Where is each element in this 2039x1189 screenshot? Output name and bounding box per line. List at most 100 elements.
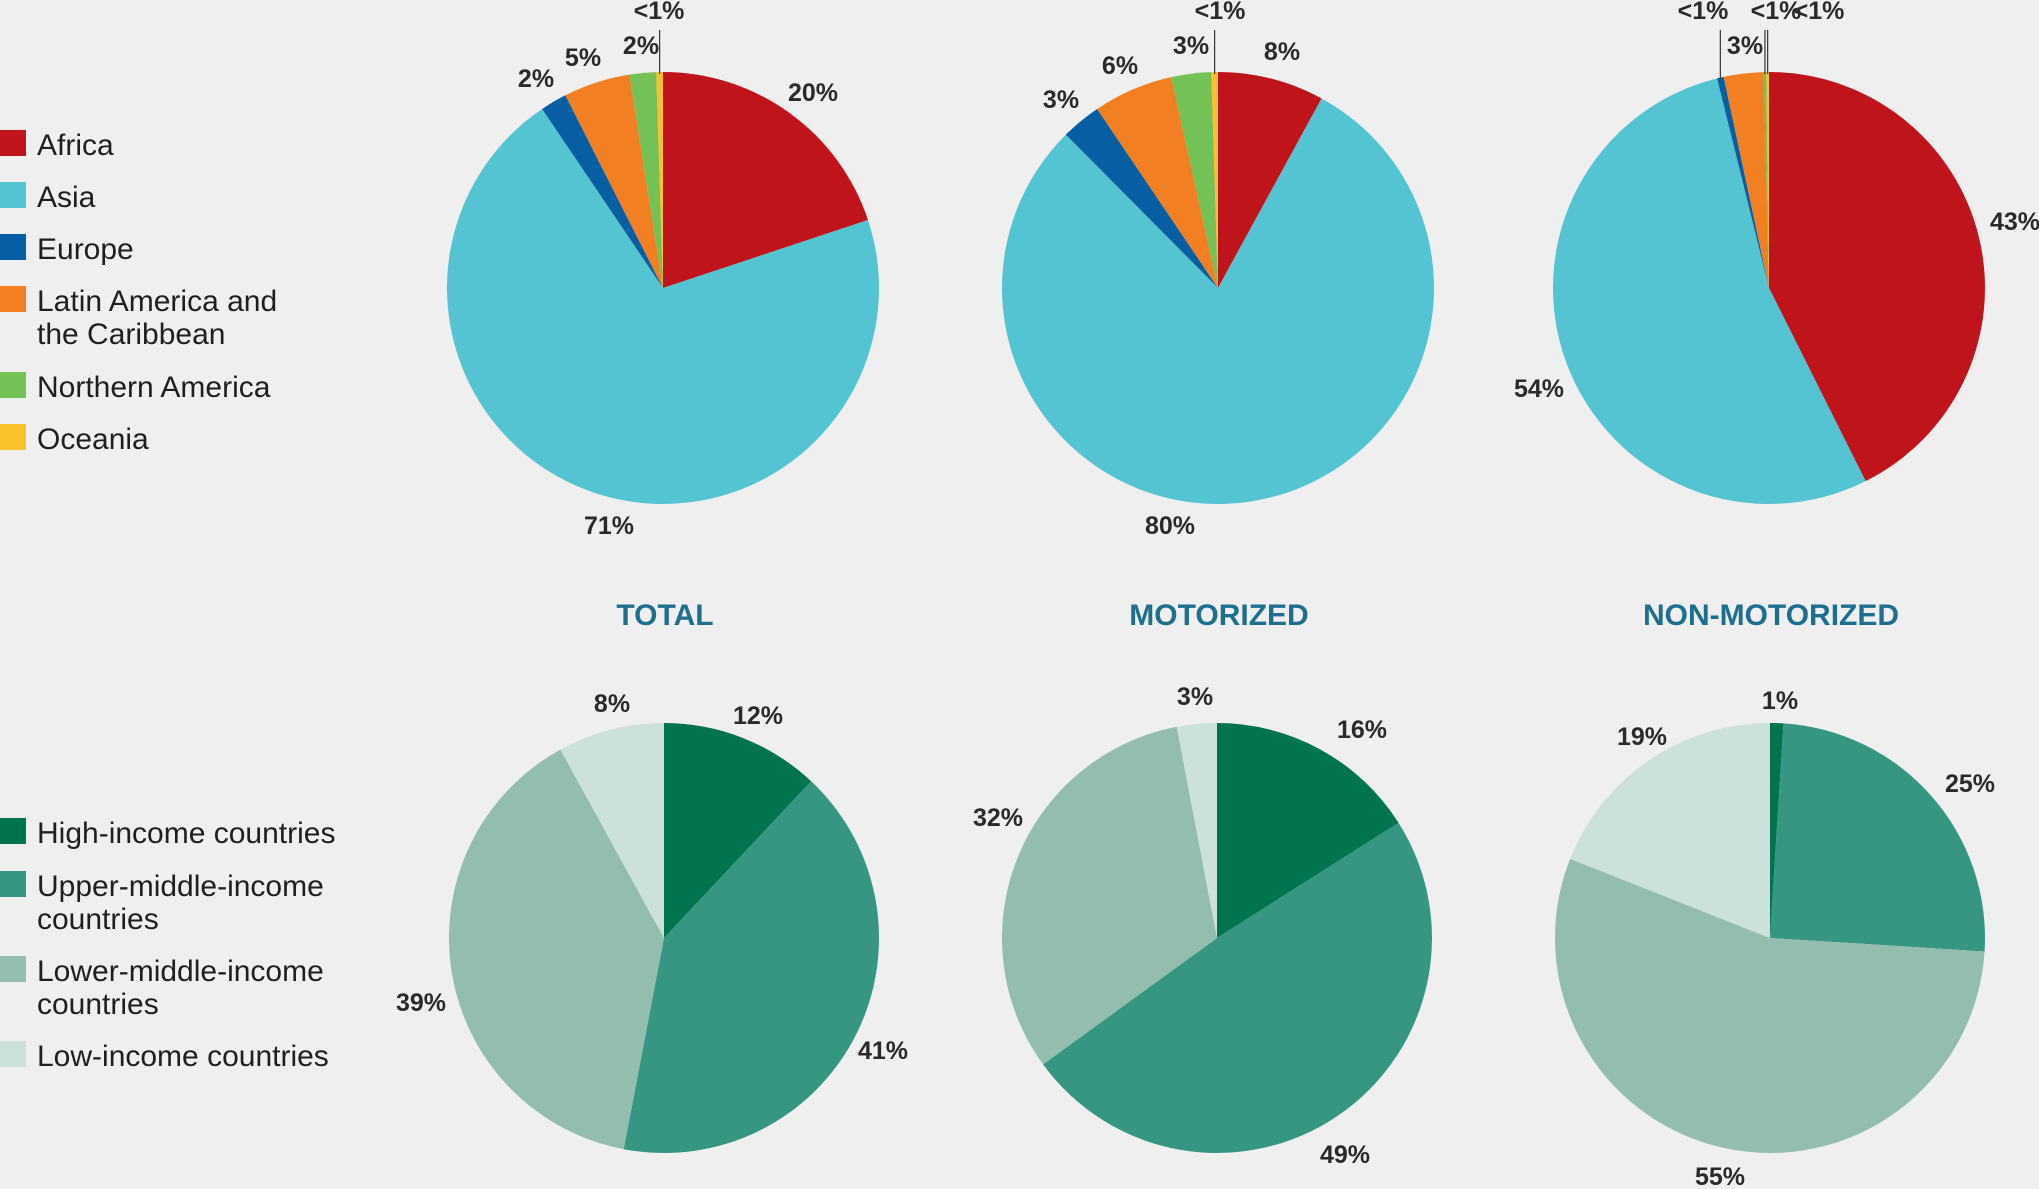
legend-item-asia: Asia [0,181,96,214]
column-title-motorized: MOTORIZED [1129,599,1308,632]
legend-label: Lower-middle-income countries [37,955,324,1021]
pie-slice-lower-middle-income-countries [448,749,664,1150]
slice-label-northern-america: 2% [623,32,659,60]
legend-item-high-income-countries: High-income countries [0,817,335,850]
pie-slice-oceania [1211,72,1218,288]
slice-label-high-income-countries: 16% [1337,716,1387,744]
slice-label-lower-middle-income-countries: 32% [973,804,1023,832]
pie-region-non-motorized: 43%54%<1%3%<1%<1% [1514,0,2039,505]
pie-slice-europe [542,95,663,288]
legend-item-lower-middle-income-countries: Lower-middle-income countries [0,955,324,1021]
slice-label-latin-america-and-the-caribbean: 3% [1727,32,1763,60]
pie-slice-africa [663,72,869,288]
legend-label: Europe [37,233,134,266]
column-title-non-motorized: NON-MOTORIZED [1643,599,1899,632]
column-title-total: TOTAL [616,599,713,632]
slice-label-upper-middle-income-countries: 41% [858,1037,908,1065]
slice-label-latin-america-and-the-caribbean: 6% [1102,52,1138,80]
legend-label: Upper-middle-income countries [37,870,324,936]
slice-label-europe: 3% [1043,86,1079,114]
legend-label: Low-income countries [37,1040,329,1073]
slice-label-northern-america: <1% [1751,0,1802,25]
pie-slice-high-income-countries [1217,723,1399,938]
pies: 20% 71% 2% 5% 2% <1% 8% 80% 3% 6% 3% <1% 43% 54% <1% 3%… [396,0,2039,1189]
pie-slice-upper-middle-income-countries [1043,822,1432,1153]
pie-slice-oceania [656,72,663,288]
legend-label: Oceania [37,423,149,456]
pie-region-motorized: 8% 80% 3% 6% 3% <1% [1001,0,1434,540]
slice-label-upper-middle-income-countries: 49% [1320,1141,1370,1169]
pie-slice-europe [1065,108,1218,289]
pie-slice-africa [1769,72,1985,482]
legend-swatch [0,182,26,208]
pie-slice-lower-middle-income-countries [1002,726,1217,1065]
slice-label-europe: 2% [518,65,554,93]
income-legend: High-income countries Upper-middle-income… [0,817,335,1073]
legend-item-upper-middle-income-countries: Upper-middle-income countries [0,870,324,936]
pie-slice-northern-america [629,72,663,288]
pie-slice-asia [447,108,880,504]
slice-label-oceania: <1% [1794,0,1845,25]
slice-label-africa: 20% [788,79,838,107]
pie-income-motorized: 16% 49% 32% 3% [973,683,1432,1169]
slice-label-africa: 8% [1264,38,1300,66]
slice-label-northern-america: 3% [1173,32,1209,60]
slice-label-africa: 43% [1990,208,2039,236]
slice-label-upper-middle-income-countries: 25% [1945,770,1995,798]
legend-swatch [0,234,26,260]
legend-label: Asia [37,181,96,214]
legend-item-oceania: Oceania [0,423,149,456]
slice-label-high-income-countries: 12% [733,702,783,730]
pie-slice-europe [1717,76,1769,288]
legend-label: Northern America [37,371,271,404]
pie-slice-high-income-countries [1770,723,1784,938]
legend-label: Latin America and the Caribbean [37,285,277,351]
legend-swatch [0,818,26,844]
legend-item-europe: Europe [0,233,134,266]
slice-label-lower-middle-income-countries: 39% [396,989,446,1017]
slice-label-oceania: <1% [634,0,685,25]
pie-slice-oceania [1766,72,1769,288]
slice-label-asia: 71% [584,512,634,540]
legend-swatch [0,130,26,156]
slice-label-lower-middle-income-countries: 55% [1695,1163,1745,1189]
pie-slice-low-income-countries [1570,723,1770,938]
legend-label: Africa [37,129,114,162]
pie-slice-northern-america [1171,72,1218,288]
legend-swatch [0,871,26,897]
pie-slice-low-income-countries [560,723,664,938]
pie-slice-upper-middle-income-countries [623,781,880,1153]
pie-income-non-motorized: 1% 25% 55% 19% [1555,687,1995,1189]
slice-label-high-income-countries: 1% [1762,687,1798,715]
column-titles: TOTAL MOTORIZED NON-MOTORIZED [616,599,1899,632]
slice-label-low-income-countries: 3% [1177,683,1213,711]
slice-label-europe: <1% [1678,0,1729,25]
pie-income-total: 12% 41% 39% 8% [396,690,908,1153]
pie-region-total: 20% 71% 2% 5% 2% <1% [447,0,880,540]
legend-item-africa: Africa [0,129,114,162]
pie-slice-latin-america-and-the-caribbean [565,74,663,288]
pie-slice-northern-america [1763,72,1769,289]
pie-slice-asia [1552,78,1866,505]
slice-label-low-income-countries: 19% [1617,723,1667,751]
pie-slice-high-income-countries [664,723,812,938]
legend-label: High-income countries [37,817,335,850]
legend-item-northern-america: Northern America [0,371,271,404]
pie-slice-upper-middle-income-countries [1770,723,1986,952]
region-legend: Africa Asia Europe Latin America and the Car… [0,129,277,456]
pie-slice-latin-america-and-the-caribbean [1723,72,1769,288]
legend-swatch [0,372,26,398]
pie-slice-low-income-countries [1176,723,1217,938]
slice-label-oceania: <1% [1195,0,1246,25]
pie-slice-asia [1001,98,1434,504]
slice-label-low-income-countries: 8% [594,690,630,718]
slice-label-asia: 54% [1514,375,1564,403]
legend-item-low-income-countries: Low-income countries [0,1040,329,1073]
slice-label-asia: 80% [1145,512,1195,540]
pie-slice-lower-middle-income-countries [1555,858,1985,1153]
legend-swatch [0,286,26,312]
pie-slice-latin-america-and-the-caribbean [1097,77,1218,289]
legend-swatch [0,1041,26,1067]
slice-label-latin-america-and-the-caribbean: 5% [565,44,601,72]
